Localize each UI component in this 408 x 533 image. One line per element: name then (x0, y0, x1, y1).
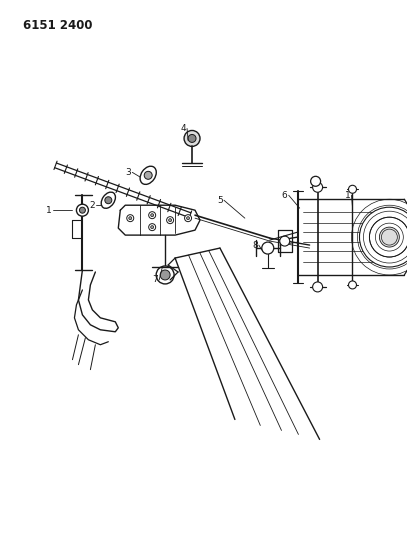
Circle shape (144, 171, 152, 179)
Circle shape (151, 214, 154, 217)
Circle shape (160, 270, 170, 280)
Circle shape (76, 204, 89, 216)
Circle shape (313, 182, 323, 192)
Text: 4: 4 (180, 124, 186, 133)
Text: 3: 3 (125, 168, 131, 177)
Text: 2: 2 (90, 201, 95, 209)
Circle shape (184, 131, 200, 147)
Circle shape (348, 281, 357, 289)
Circle shape (129, 217, 132, 220)
Circle shape (310, 176, 321, 186)
Circle shape (369, 217, 408, 257)
Circle shape (127, 215, 134, 222)
Circle shape (169, 219, 172, 222)
Circle shape (359, 207, 408, 267)
Text: 5: 5 (217, 196, 223, 205)
Circle shape (262, 242, 274, 254)
Circle shape (151, 225, 154, 229)
Text: 6151 2400: 6151 2400 (22, 19, 92, 32)
Circle shape (186, 217, 190, 220)
Circle shape (188, 134, 196, 142)
Circle shape (156, 266, 174, 284)
Circle shape (149, 212, 156, 219)
Text: 1: 1 (46, 206, 51, 215)
Text: 6: 6 (282, 191, 288, 200)
Circle shape (184, 215, 191, 222)
Ellipse shape (101, 192, 115, 208)
Circle shape (348, 185, 357, 193)
Text: 1: 1 (345, 191, 350, 200)
Circle shape (149, 224, 156, 231)
Circle shape (379, 227, 399, 247)
Circle shape (313, 282, 323, 292)
Text: 7: 7 (152, 276, 158, 285)
Text: 8: 8 (252, 240, 258, 249)
Ellipse shape (140, 166, 156, 184)
Circle shape (166, 217, 173, 224)
Circle shape (280, 236, 290, 246)
Circle shape (105, 197, 112, 204)
Circle shape (80, 207, 85, 213)
